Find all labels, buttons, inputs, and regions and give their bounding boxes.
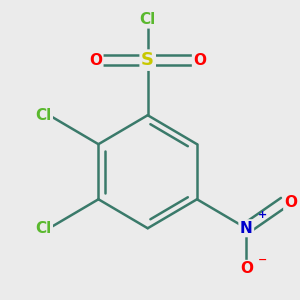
Text: S: S [141,51,154,69]
Text: O: O [89,52,102,68]
Text: O: O [240,261,253,276]
Text: O: O [285,195,298,210]
Text: +: + [258,210,267,220]
Text: −: − [257,255,267,265]
Text: Cl: Cl [35,108,52,123]
Text: Cl: Cl [140,12,156,27]
Text: Cl: Cl [35,221,52,236]
Text: N: N [240,221,253,236]
Text: O: O [194,52,206,68]
